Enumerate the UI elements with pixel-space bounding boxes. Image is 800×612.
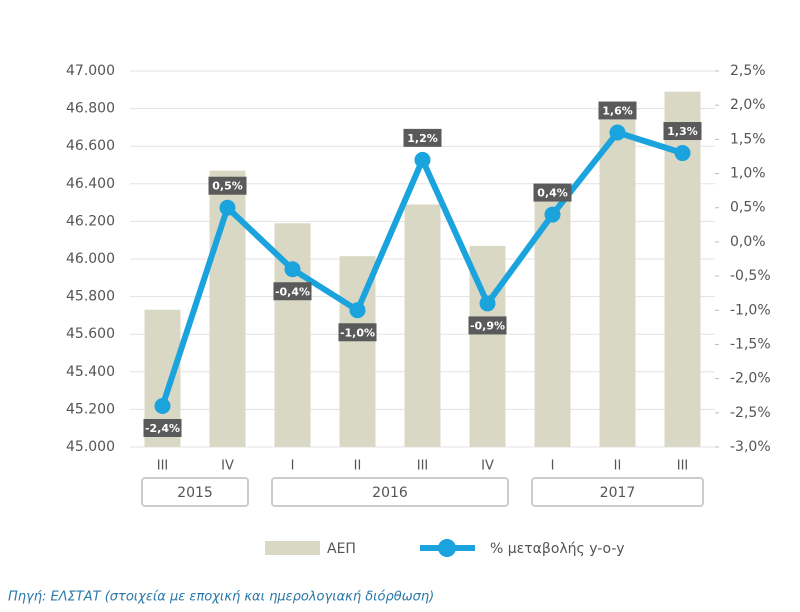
value-label-box (338, 323, 377, 342)
line-point (349, 302, 366, 319)
y-tick-label: 46.600 (66, 138, 115, 154)
x-tick-label: II (614, 459, 622, 474)
line-point (674, 145, 691, 162)
year-group-label: 2016 (372, 485, 408, 501)
y-tick-label: 45.600 (66, 326, 115, 342)
value-label-box (208, 176, 247, 195)
bar (664, 91, 701, 448)
x-tick-label: IV (221, 459, 234, 474)
year-group-box (271, 477, 509, 507)
legend-label: % μεταβολής y-o-y (490, 541, 624, 557)
legend-swatch (265, 541, 320, 555)
x-tick-label: III (417, 459, 429, 474)
value-label-box (468, 316, 507, 335)
y2-tick-label: 0,5% (730, 200, 766, 216)
y2-tick-label: -0,5% (730, 268, 771, 284)
x-tick-label: IV (481, 459, 494, 474)
x-tick-label: III (677, 459, 689, 474)
value-label: -0,4% (275, 285, 310, 298)
value-label-box (403, 128, 442, 147)
bar (534, 198, 571, 447)
y-tick-label: 45.800 (66, 289, 115, 305)
value-label: 0,5% (212, 180, 243, 193)
x-tick-label: II (354, 459, 362, 474)
y2-tick-label: 2,5% (730, 63, 766, 79)
y-tick-label: 45.200 (66, 401, 115, 417)
legend-label: ΑΕΠ (327, 541, 356, 557)
line-point (154, 397, 171, 414)
x-tick-label: III (157, 459, 169, 474)
y-tick-label: 46.000 (66, 251, 115, 267)
line-point (544, 206, 561, 223)
year-group-box (141, 477, 249, 507)
y2-tick-label: -3,0% (730, 439, 771, 455)
value-label-box (663, 122, 702, 141)
line-point (479, 295, 496, 312)
value-label-box (273, 282, 312, 301)
y-tick-label: 45.000 (66, 439, 115, 455)
year-group-label: 2017 (600, 485, 636, 501)
x-tick-label: I (551, 459, 555, 474)
value-label-box (533, 183, 572, 202)
bar (404, 204, 441, 447)
y2-tick-label: -1,0% (730, 302, 771, 318)
y-tick-label: 45.400 (66, 364, 115, 380)
y-tick-label: 46.200 (66, 213, 115, 229)
bar (599, 119, 636, 447)
y-tick-label: 46.800 (66, 101, 115, 117)
y2-tick-label: 1,0% (730, 166, 766, 182)
y-tick-label: 46.400 (66, 176, 115, 192)
source-note: Πηγή: ΕΛΣΤΑΤ (στοιχεία με εποχική και ημ… (8, 590, 434, 605)
value-label-box (143, 418, 182, 437)
y2-tick-label: -2,5% (730, 405, 771, 421)
line-point (414, 151, 431, 168)
legend-swatch-point (438, 539, 456, 557)
y2-tick-label: 2,0% (730, 97, 766, 113)
value-label: 1,6% (602, 105, 633, 118)
line-point (609, 124, 626, 141)
line-point (219, 199, 236, 216)
y-tick-label: 47.000 (66, 63, 115, 79)
x-tick-label: I (291, 459, 295, 474)
value-label-box (598, 101, 637, 120)
value-label: 0,4% (537, 187, 568, 200)
value-label: -1,0% (340, 326, 375, 339)
line-point (284, 261, 301, 278)
value-label: 1,2% (407, 132, 438, 145)
value-label: 1,3% (667, 125, 698, 138)
y2-tick-label: 1,5% (730, 131, 766, 147)
value-label: -0,9% (470, 319, 505, 332)
y2-tick-label: 0,0% (730, 234, 766, 250)
year-group-box (531, 477, 704, 507)
value-label: -2,4% (145, 422, 180, 435)
y2-tick-label: -1,5% (730, 336, 771, 352)
y2-tick-label: -2,0% (730, 371, 771, 387)
year-group-label: 2015 (177, 485, 213, 501)
